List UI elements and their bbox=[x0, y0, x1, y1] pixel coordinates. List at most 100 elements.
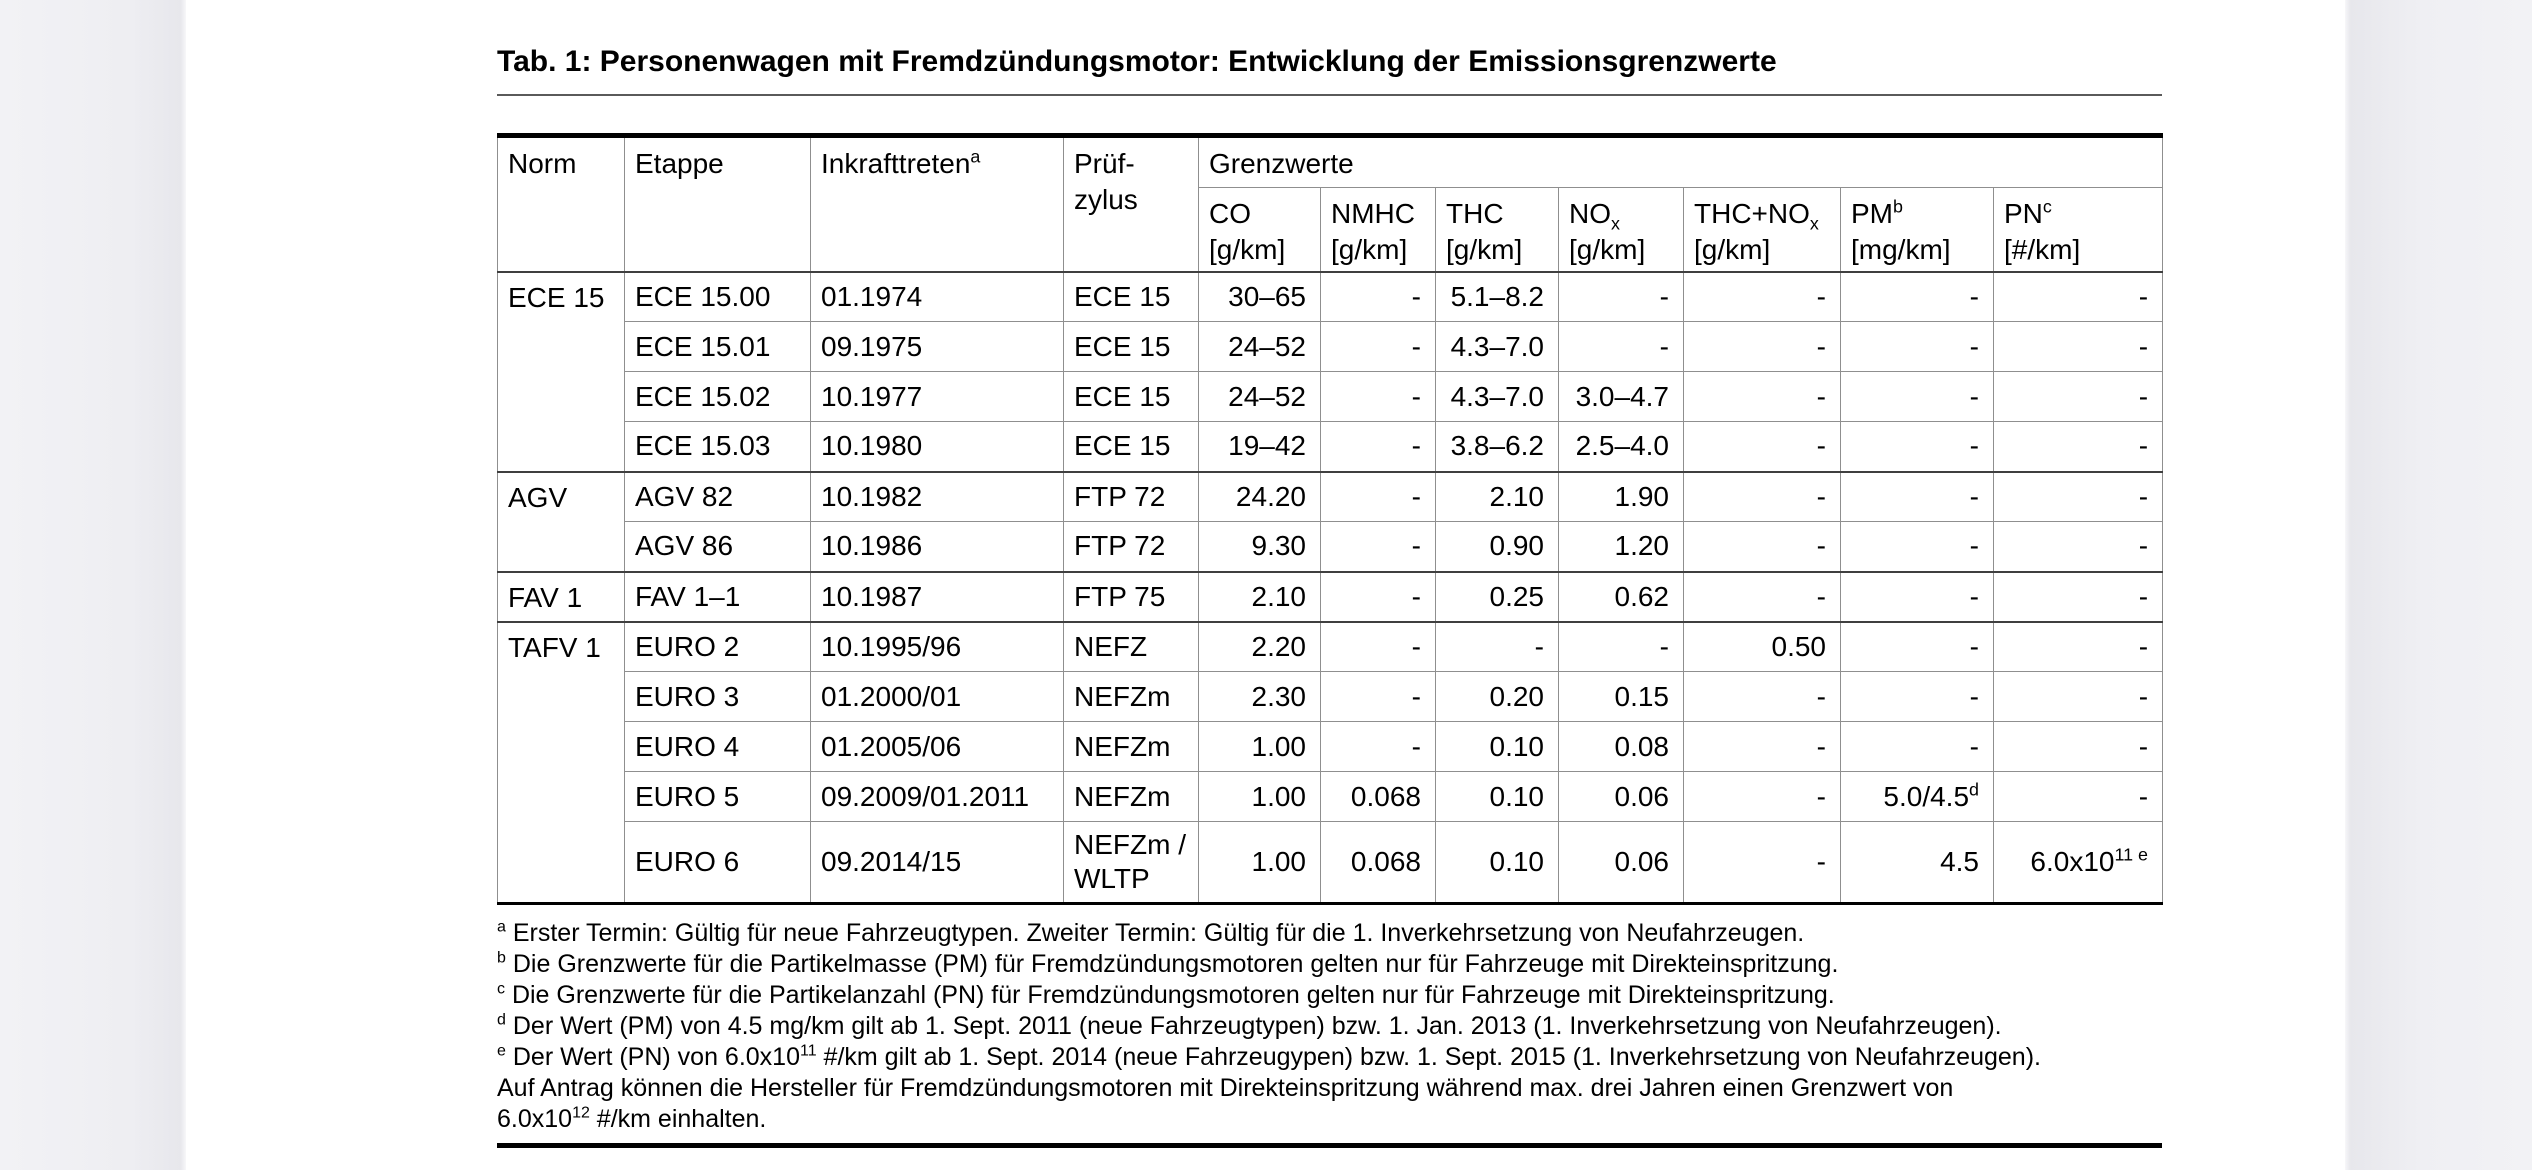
cell-thc: 4.3–7.0 bbox=[1435, 321, 1559, 372]
cell-thc: 0.90 bbox=[1435, 521, 1559, 572]
cell-norm-group: AGV bbox=[497, 470, 625, 572]
table-row: FAV 1 FAV 1–1 10.1987 FTP 75 2.10 - 0.25… bbox=[497, 570, 2164, 622]
cell-co: 9.30 bbox=[1198, 521, 1321, 572]
cell-nox: 0.08 bbox=[1558, 721, 1684, 772]
cell-pn: - bbox=[1992, 620, 2164, 672]
cell-thc: 2.10 bbox=[1435, 470, 1559, 522]
cell-pn: - bbox=[1992, 271, 2164, 322]
footnote-marker-d-ref: d bbox=[1969, 779, 1979, 800]
cell-co: 2.30 bbox=[1198, 671, 1321, 722]
cell-inkrafttreten: 09.2009/01.2011 bbox=[810, 771, 1064, 822]
cell-co: 24.20 bbox=[1198, 470, 1321, 522]
col-header-norm: Norm bbox=[497, 135, 625, 273]
cell-pruefzyklus: NEFZm / WLTP bbox=[1063, 821, 1199, 904]
table-row: EURO 6 09.2014/15 NEFZm / WLTP 1.00 0.068… bbox=[498, 821, 2164, 904]
cell-pn: - bbox=[1992, 671, 2164, 722]
cell-nmhc: - bbox=[1320, 271, 1436, 322]
col-header-inkrafttreten: Inkrafttretena bbox=[810, 135, 1064, 273]
table-row: TAFV 1 EURO 2 10.1995/96 NEFZ 2.20 - - -… bbox=[497, 620, 2164, 904]
cell-pm: - bbox=[1840, 521, 1994, 572]
footnote-e-continuation: Auf Antrag können die Hersteller für Fre… bbox=[497, 1074, 1954, 1102]
cell-nox: 0.62 bbox=[1558, 570, 1684, 622]
cell-pruefzyklus: ECE 15 bbox=[1063, 371, 1199, 422]
cell-thcnox: - bbox=[1683, 271, 1841, 322]
cell-thc: 0.10 bbox=[1435, 821, 1559, 904]
cell-pn: - bbox=[1992, 371, 2164, 422]
cell-thcnox: - bbox=[1683, 721, 1841, 772]
cell-thc: 4.3–7.0 bbox=[1435, 371, 1559, 422]
cell-inkrafttreten: 10.1986 bbox=[810, 521, 1064, 572]
cell-nox: 3.0–4.7 bbox=[1558, 371, 1684, 422]
col-header-pm: PMb [mg/km] bbox=[1840, 187, 1994, 273]
cell-etappe: AGV 86 bbox=[624, 521, 811, 572]
cell-nox: - bbox=[1558, 271, 1684, 322]
cell-pn: - bbox=[1992, 421, 2164, 472]
cell-pm: - bbox=[1840, 321, 1994, 372]
footnote-c: c Die Grenzwerte für die Partikelanzahl … bbox=[497, 980, 1835, 1009]
cell-pruefzyklus: NEFZm bbox=[1063, 721, 1199, 772]
cell-thcnox: - bbox=[1683, 470, 1841, 522]
footnote-d: d Der Wert (PM) von 4.5 mg/km gilt ab 1.… bbox=[497, 1011, 2002, 1040]
table-row: AGV AGV 82 10.1982 FTP 72 24.20 - 2.10 1… bbox=[497, 470, 2164, 572]
cell-co: 24–52 bbox=[1198, 321, 1321, 372]
cell-nmhc: - bbox=[1320, 321, 1436, 372]
cell-pn: - bbox=[1992, 470, 2164, 522]
cell-inkrafttreten: 01.2005/06 bbox=[810, 721, 1064, 772]
cell-nmhc: - bbox=[1320, 371, 1436, 422]
cell-nox: - bbox=[1558, 321, 1684, 372]
cell-etappe: EURO 3 bbox=[624, 671, 811, 722]
col-header-grenzwerte: Grenzwerte bbox=[1197, 135, 2164, 188]
page-title: Tab. 1: Personenwagen mit Fremdzündungsm… bbox=[497, 45, 1777, 78]
col-header-nmhc: NMHC [g/km] bbox=[1320, 187, 1436, 273]
cell-nox: 0.06 bbox=[1558, 771, 1684, 822]
table-subheader-row: CO [g/km] NMHC [g/km] THC [g/km] NOx [g/km] … bbox=[498, 187, 2164, 273]
cell-nmhc: - bbox=[1320, 671, 1436, 722]
col-header-nox: NOx [g/km] bbox=[1558, 187, 1684, 273]
footnote-marker: c bbox=[497, 980, 505, 998]
table-row: ECE 15 ECE 15.00 01.1974 ECE 15 30–65 - … bbox=[497, 271, 2164, 472]
cell-inkrafttreten: 09.1975 bbox=[810, 321, 1064, 372]
cell-pm: - bbox=[1840, 371, 1994, 422]
cell-thcnox: - bbox=[1683, 570, 1841, 622]
cell-pm: - bbox=[1840, 470, 1994, 522]
cell-nmhc: - bbox=[1320, 470, 1436, 522]
col-header-thcnox: THC+NOx [g/km] bbox=[1683, 187, 1841, 273]
cell-pm: - bbox=[1840, 671, 1994, 722]
cell-thc: 0.20 bbox=[1435, 671, 1559, 722]
cell-nox: 0.15 bbox=[1558, 671, 1684, 722]
cell-nmhc: 0.068 bbox=[1320, 771, 1436, 822]
cell-etappe: ECE 15.02 bbox=[624, 371, 811, 422]
col-header-pn: PNc [#/km] bbox=[1992, 187, 2164, 273]
footnote-e: e Der Wert (PN) von 6.0x1011 #/km gilt a… bbox=[497, 1042, 2041, 1071]
cell-thc: - bbox=[1435, 620, 1559, 672]
cell-etappe: AGV 82 bbox=[624, 470, 811, 522]
title-rule bbox=[497, 94, 2162, 96]
cell-thc: 0.10 bbox=[1435, 721, 1559, 772]
cell-norm-group: TAFV 1 bbox=[497, 620, 625, 904]
cell-nmhc: - bbox=[1320, 620, 1436, 672]
cell-etappe: ECE 15.01 bbox=[624, 321, 811, 372]
cell-inkrafttreten: 10.1977 bbox=[810, 371, 1064, 422]
page-content: Tab. 1: Personenwagen mit Fremdzündungsm… bbox=[497, 0, 2164, 1148]
cell-thc: 3.8–6.2 bbox=[1435, 421, 1559, 472]
table-row: EURO 3 01.2000/01 NEFZm 2.30 - 0.20 0.15… bbox=[498, 671, 2164, 722]
cell-thcnox: - bbox=[1683, 521, 1841, 572]
cell-inkrafttreten: 01.1974 bbox=[810, 271, 1064, 322]
cell-nmhc: - bbox=[1320, 721, 1436, 772]
cell-pm: - bbox=[1840, 421, 1994, 472]
cell-etappe: EURO 2 bbox=[624, 620, 811, 672]
cell-pn: - bbox=[1992, 570, 2164, 622]
table-row: ECE 15.02 10.1977 ECE 15 24–52 - 4.3–7.0… bbox=[498, 371, 2164, 422]
cell-pm: 5.0/4.5d bbox=[1840, 771, 1994, 822]
cell-co: 1.00 bbox=[1198, 821, 1321, 904]
cell-pm: 4.5 bbox=[1840, 821, 1994, 904]
cell-pruefzyklus: ECE 15 bbox=[1063, 321, 1199, 372]
cell-etappe: ECE 15.00 bbox=[624, 271, 811, 322]
cell-inkrafttreten: 01.2000/01 bbox=[810, 671, 1064, 722]
table-row: ECE 15.03 10.1980 ECE 15 19–42 - 3.8–6.2… bbox=[498, 421, 2164, 472]
cell-pm: - bbox=[1840, 620, 1994, 672]
footnote-a: a Erster Termin: Gültig für neue Fahrzeu… bbox=[497, 918, 1805, 947]
cell-pn: - bbox=[1992, 521, 2164, 572]
bottom-rule bbox=[497, 1143, 2162, 1148]
cell-nmhc: - bbox=[1320, 521, 1436, 572]
